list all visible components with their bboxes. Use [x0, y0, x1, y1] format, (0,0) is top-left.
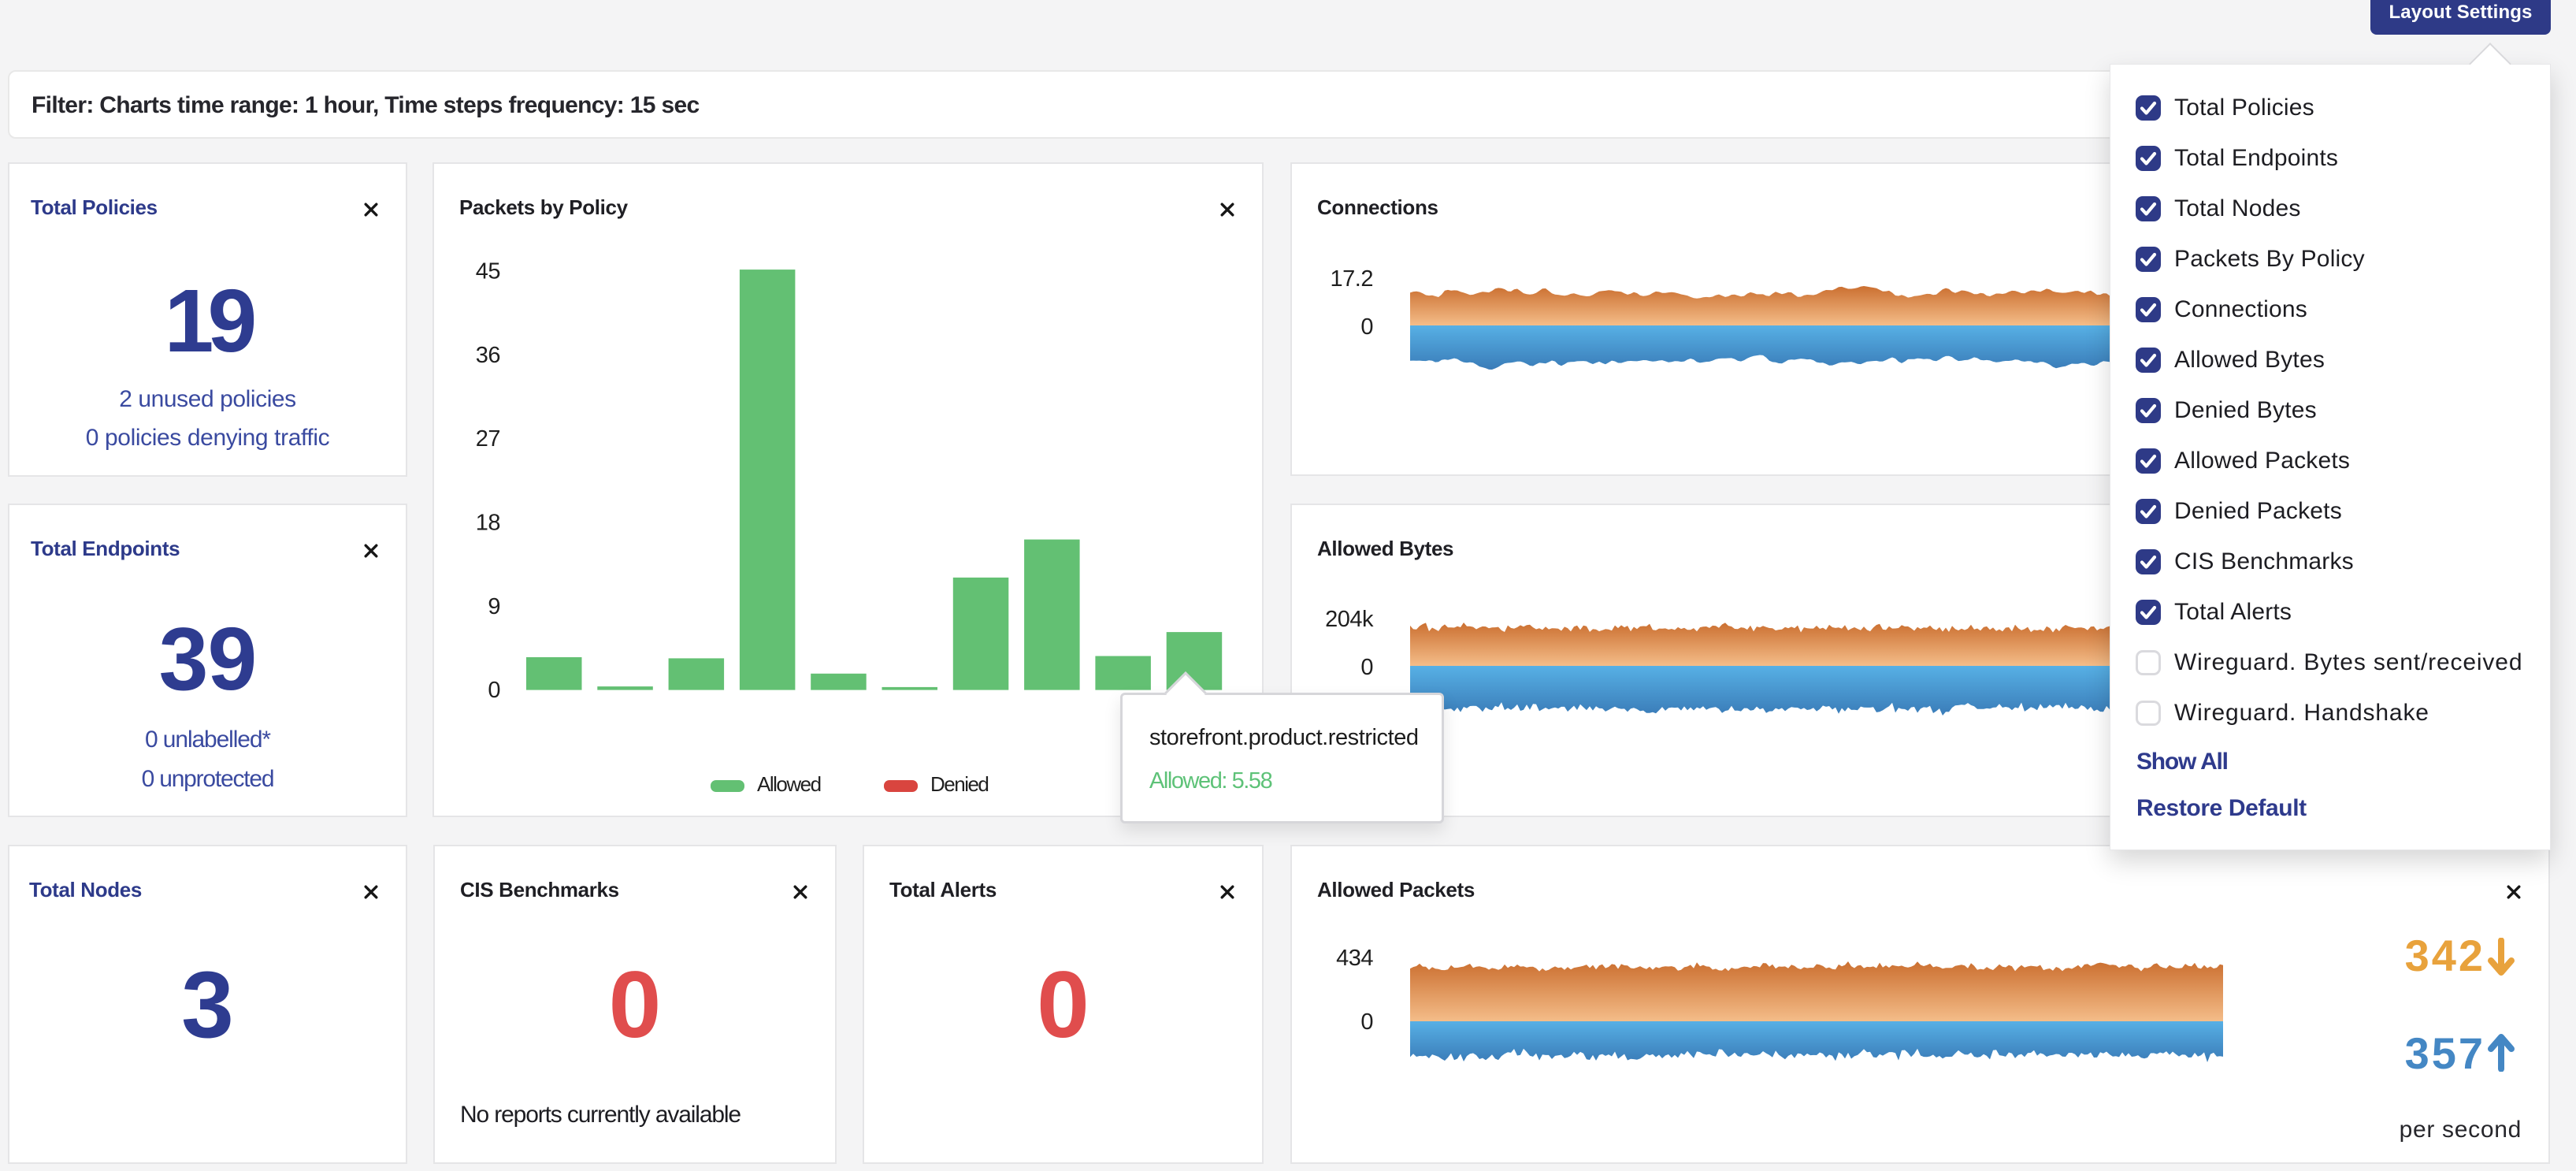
svg-text:0: 0 [488, 678, 500, 703]
svg-text:Allowed: Allowed [757, 772, 821, 796]
svg-text:9: 9 [488, 594, 500, 619]
svg-text:Denied: Denied [930, 772, 988, 796]
svg-text:45: 45 [476, 259, 500, 284]
svg-text:27: 27 [476, 426, 500, 452]
svg-text:36: 36 [476, 343, 500, 368]
svg-text:18: 18 [476, 511, 500, 536]
